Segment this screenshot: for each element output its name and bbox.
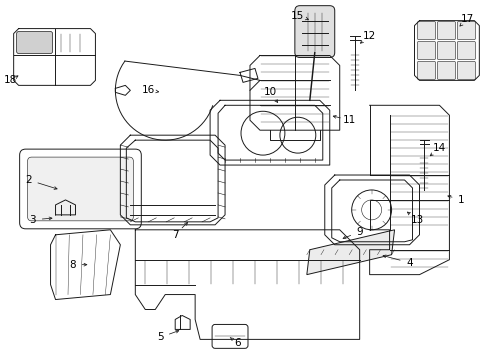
Text: 9: 9 — [356, 227, 362, 237]
Text: 1: 1 — [457, 195, 464, 205]
FancyBboxPatch shape — [417, 62, 435, 80]
Text: 15: 15 — [291, 11, 304, 21]
Text: 16: 16 — [142, 85, 155, 95]
FancyBboxPatch shape — [17, 32, 52, 54]
FancyBboxPatch shape — [437, 22, 454, 40]
Text: 6: 6 — [234, 338, 241, 348]
Text: 10: 10 — [263, 87, 276, 97]
Text: 11: 11 — [343, 115, 356, 125]
FancyBboxPatch shape — [417, 41, 435, 59]
Text: 18: 18 — [4, 75, 17, 85]
FancyBboxPatch shape — [437, 41, 454, 59]
Polygon shape — [306, 230, 394, 275]
Text: 13: 13 — [410, 215, 423, 225]
Text: 2: 2 — [25, 175, 32, 185]
Text: 17: 17 — [460, 14, 473, 24]
FancyBboxPatch shape — [20, 149, 141, 229]
FancyBboxPatch shape — [456, 22, 474, 40]
Text: 12: 12 — [362, 31, 375, 41]
FancyBboxPatch shape — [212, 324, 247, 348]
FancyBboxPatch shape — [294, 6, 334, 58]
FancyBboxPatch shape — [27, 157, 133, 221]
Text: 5: 5 — [157, 332, 163, 342]
FancyBboxPatch shape — [456, 41, 474, 59]
Text: 3: 3 — [29, 215, 36, 225]
Text: 7: 7 — [172, 230, 178, 240]
Text: 4: 4 — [406, 258, 412, 268]
FancyBboxPatch shape — [437, 62, 454, 80]
Text: 14: 14 — [432, 143, 445, 153]
Text: 8: 8 — [69, 260, 76, 270]
FancyBboxPatch shape — [417, 22, 435, 40]
FancyBboxPatch shape — [456, 62, 474, 80]
